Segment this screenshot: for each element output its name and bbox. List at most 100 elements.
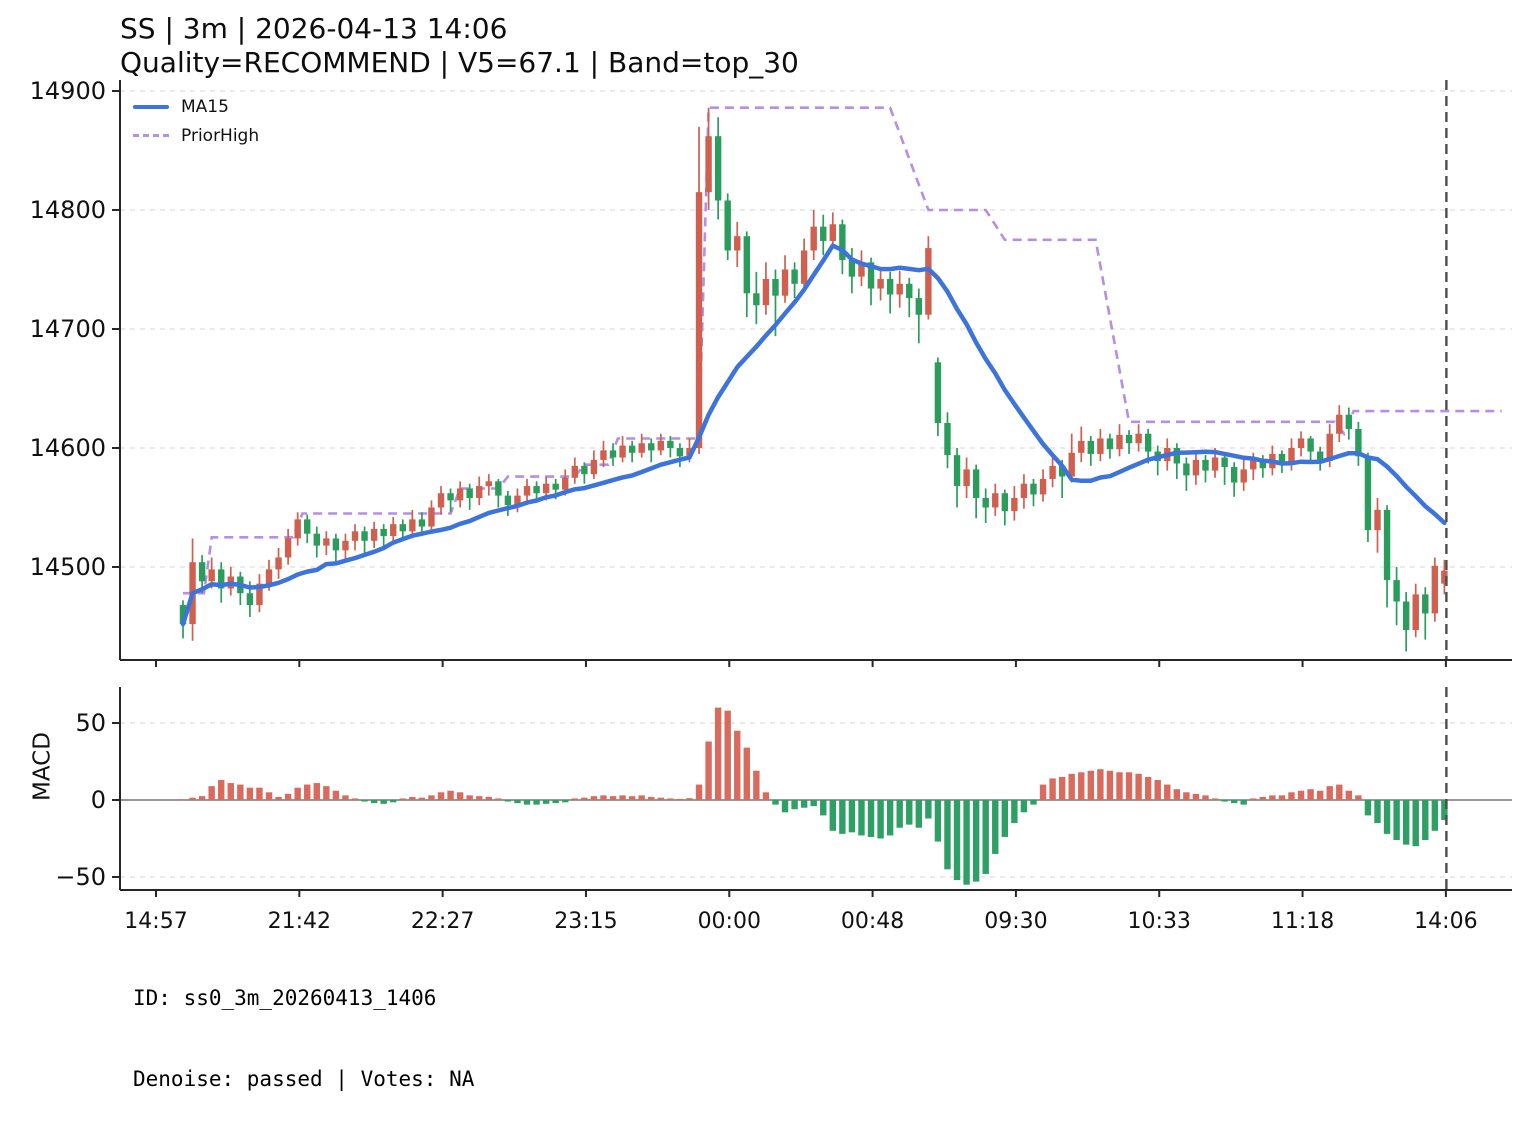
- macd-bar: [562, 800, 569, 803]
- candlestick: [294, 519, 301, 539]
- xtick-label: 23:15: [554, 909, 617, 934]
- macd-bar: [1230, 800, 1238, 804]
- candlestick: [753, 293, 760, 306]
- macd-bar: [1106, 770, 1114, 800]
- macd-bar: [1374, 800, 1381, 824]
- candlestick: [1058, 465, 1066, 477]
- macd-bar: [189, 797, 196, 800]
- candlestick: [714, 136, 722, 201]
- macd-bar: [1278, 795, 1286, 800]
- candlestick: [724, 200, 731, 251]
- macd-bar: [208, 786, 215, 800]
- candlestick: [886, 279, 894, 295]
- macd-bar: [428, 795, 435, 800]
- candlestick: [552, 483, 559, 490]
- candlestick: [848, 259, 856, 277]
- macd-bar: [781, 800, 789, 813]
- candlestick: [504, 495, 512, 506]
- candlestick: [695, 192, 703, 448]
- xtick-label: 14:57: [124, 909, 187, 934]
- macd-bar: [370, 800, 378, 804]
- candlestick: [934, 362, 942, 424]
- macd-bar: [676, 798, 684, 800]
- macd-bar: [1039, 784, 1047, 800]
- candlestick: [791, 269, 798, 284]
- candlestick: [1011, 497, 1018, 512]
- macd-bar: [820, 800, 827, 816]
- macd-bar: [542, 800, 550, 804]
- macd-bar: [628, 796, 636, 800]
- macd-bar: [1221, 800, 1228, 802]
- candlestick: [275, 557, 282, 570]
- candlestick: [1374, 509, 1381, 531]
- candlestick: [284, 538, 292, 558]
- candlestick: [963, 469, 970, 487]
- macd-bar: [714, 707, 722, 800]
- candlestick: [839, 224, 846, 260]
- candlestick: [571, 465, 578, 478]
- candlestick: [1288, 448, 1295, 464]
- macd-bar: [906, 800, 913, 825]
- candlestick: [514, 495, 521, 506]
- candlestick: [523, 486, 531, 496]
- macd-bar: [810, 800, 817, 807]
- macd-bar: [1402, 800, 1410, 845]
- macd-bar: [590, 796, 598, 800]
- macd-bar: [944, 800, 951, 870]
- candlestick: [609, 450, 617, 458]
- macd-bar: [1355, 795, 1362, 800]
- candlestick: [648, 443, 655, 451]
- candlestick: [1355, 428, 1362, 457]
- macd-bar: [571, 798, 578, 800]
- candlestick: [581, 465, 588, 475]
- macd-bar: [304, 784, 311, 800]
- candlestick: [1116, 434, 1123, 450]
- macd-bar: [284, 793, 292, 800]
- candlestick: [313, 533, 320, 546]
- macd-bar: [1154, 779, 1161, 800]
- macd-ytick-label: −50: [55, 863, 106, 891]
- candlestick: [800, 250, 808, 284]
- candlestick: [820, 226, 827, 241]
- candlestick: [1030, 483, 1037, 495]
- macd-bar: [1441, 800, 1448, 821]
- candlestick: [409, 519, 416, 532]
- macd-bar: [743, 747, 751, 800]
- macd-bar: [418, 797, 426, 800]
- candlestick: [304, 519, 311, 534]
- candlestick: [390, 524, 397, 537]
- candlestick: [1144, 433, 1152, 452]
- candlestick: [361, 531, 368, 541]
- candlestick: [734, 236, 741, 251]
- candlestick: [1106, 438, 1114, 450]
- candlestick: [953, 455, 961, 487]
- candlestick: [1250, 459, 1257, 470]
- macd-bar: [523, 800, 531, 805]
- candlestick: [1078, 440, 1085, 453]
- macd-bar: [294, 787, 301, 800]
- macd-bar: [514, 800, 521, 804]
- candlestick: [667, 440, 674, 448]
- footer-metadata: ID: ss0_3m_20260413_1406 Denoise: passed…: [133, 931, 778, 1143]
- macd-bar: [648, 796, 655, 800]
- macd-bar: [829, 800, 837, 831]
- candlestick: [562, 477, 569, 490]
- candlestick: [1125, 434, 1133, 444]
- macd-bar: [734, 730, 741, 800]
- candlestick: [867, 262, 875, 289]
- candlestick: [1221, 457, 1228, 468]
- candlestick: [265, 569, 273, 584]
- price-ytick-label: 14500: [30, 553, 106, 581]
- footer-line-id: ID: ss0_3m_20260413_1406: [133, 986, 437, 1010]
- macd-bar: [227, 783, 234, 800]
- page-title: SS | 3m | 2026-04-13 14:06: [120, 12, 508, 45]
- macd-bar: [1259, 796, 1267, 800]
- ma15-line: [180, 243, 1447, 627]
- candlestick: [447, 493, 454, 501]
- macd-bar: [1211, 798, 1219, 800]
- candlestick: [657, 440, 664, 451]
- macd-bar: [1326, 786, 1333, 800]
- macd-bar: [504, 800, 512, 802]
- candlestick: [1364, 456, 1372, 531]
